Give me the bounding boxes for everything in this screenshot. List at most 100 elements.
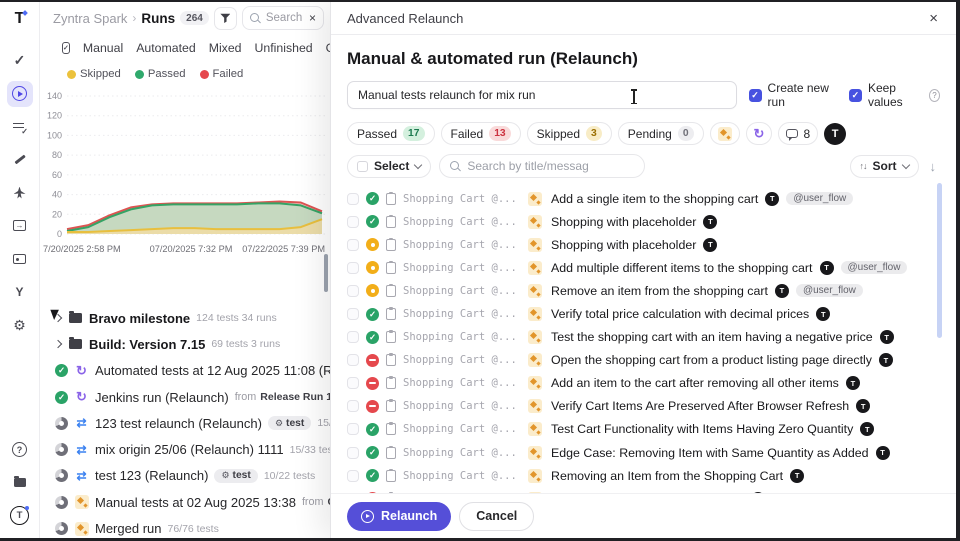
- clear-search-icon[interactable]: ×: [308, 11, 316, 25]
- row-checkbox[interactable]: [347, 331, 359, 344]
- manual-run-icon: [528, 376, 542, 391]
- test-row[interactable]: Shopping Cart @... Edge Case: Removing I…: [347, 441, 940, 464]
- brand-logo[interactable]: T: [14, 10, 25, 27]
- status-chip-count: 17: [403, 126, 425, 141]
- tab-item[interactable]: Automated: [136, 41, 196, 55]
- run-row[interactable]: ↻ ⇄ mix origin 25/06 (Relaunch) 1111 ⚙ 1…: [55, 436, 330, 462]
- manual-run-icon: [74, 521, 89, 536]
- test-row[interactable]: Shopping Cart @... Remove an item from t…: [347, 279, 940, 302]
- user-avatar[interactable]: T: [7, 503, 33, 529]
- edit-pencil-icon[interactable]: [7, 147, 33, 173]
- comments-filter-chip[interactable]: 8: [778, 122, 819, 145]
- run-row[interactable]: ↻ ⇄ Merged run ⚙ 76/76 tests: [55, 515, 330, 538]
- filter-button[interactable]: [213, 6, 237, 30]
- runs-nav-icon[interactable]: [6, 80, 33, 107]
- runs-search-input[interactable]: Search [C ×: [241, 6, 324, 30]
- run-row[interactable]: ↻ ⇄ test 123 (Relaunch) ⚙test 10/22 test…: [55, 463, 330, 489]
- select-dropdown[interactable]: Select: [347, 154, 432, 178]
- chevron-down-icon: [414, 160, 423, 169]
- row-checkbox[interactable]: [347, 238, 359, 251]
- breadcrumb-parent[interactable]: Zyntra Spark: [53, 10, 128, 26]
- test-row[interactable]: Shopping Cart @... Removing an Item from…: [347, 464, 940, 487]
- manual-filter-chip[interactable]: [709, 122, 740, 145]
- run-row[interactable]: ↻ ⇄ Manual tests at 02 Aug 2025 13:38 fr…: [55, 489, 330, 515]
- row-checkbox[interactable]: [347, 354, 359, 367]
- run-row[interactable]: ↻ ⇄ 123 test relaunch (Relaunch) ⚙test 1…: [55, 410, 330, 436]
- sort-dropdown[interactable]: ↑↓ Sort: [849, 154, 919, 178]
- test-row[interactable]: Shopping Cart @... Verify Cart Items Are…: [347, 395, 940, 418]
- test-row[interactable]: Shopping Cart @... Add a single item to …: [347, 187, 940, 210]
- run-row[interactable]: ↻ ⇄ Bravo milestone ⚙ 124 tests 34 runs: [55, 305, 330, 331]
- assignee-avatar: T: [878, 353, 893, 368]
- checkbox-checked-icon[interactable]: [748, 88, 762, 102]
- search-icon: [450, 160, 461, 172]
- option-checkbox[interactable]: Keep values ?: [848, 81, 940, 109]
- row-checkbox[interactable]: [347, 192, 359, 205]
- chevron-right-icon[interactable]: [55, 340, 63, 349]
- modal-title: Manual & automated run (Relaunch): [347, 49, 638, 68]
- modal-body: Manual & automated run (Relaunch) Create…: [331, 35, 956, 493]
- launch-icon[interactable]: [7, 180, 33, 206]
- test-row[interactable]: Shopping Cart @... Test the shopping car…: [347, 326, 940, 349]
- status-chip[interactable]: Passed 17: [347, 122, 435, 145]
- reports-icon[interactable]: [7, 246, 33, 272]
- select-runs-icon[interactable]: ✓: [62, 42, 70, 54]
- legend-item: Failed: [199, 68, 243, 80]
- assignee-avatar: T: [875, 445, 890, 460]
- run-row[interactable]: ↻ ⇄ Build: Version 7.15 ⚙ 69 tests 3 run…: [55, 331, 330, 357]
- assignee-avatar[interactable]: T: [824, 122, 847, 145]
- row-checkbox[interactable]: [347, 284, 359, 297]
- tab-item[interactable]: Manual: [82, 41, 124, 55]
- test-row[interactable]: Shopping Cart @... Open the shopping car…: [347, 349, 940, 372]
- test-row[interactable]: Shopping Cart @... Add an item to the ca…: [347, 372, 940, 395]
- row-checkbox[interactable]: [347, 377, 359, 390]
- sort-direction-icon[interactable]: ↓: [929, 158, 937, 174]
- test-row[interactable]: Shopping Cart @... Verify total price ca…: [347, 302, 940, 325]
- clipboard-icon: [386, 376, 396, 390]
- row-checkbox[interactable]: [347, 423, 359, 436]
- assignee-avatar: T: [790, 468, 805, 483]
- row-checkbox[interactable]: [347, 446, 359, 459]
- panel-scrollbar[interactable]: [324, 254, 328, 292]
- import-icon[interactable]: →: [7, 213, 33, 239]
- close-icon[interactable]: ×: [929, 9, 938, 27]
- row-checkbox[interactable]: [347, 308, 359, 321]
- status-chip[interactable]: Skipped 3: [526, 122, 612, 145]
- option-checkbox[interactable]: Create new run: [748, 81, 837, 109]
- test-tag: @user_flow: [840, 261, 908, 275]
- run-row[interactable]: ↻ ⇄ Automated tests at 12 Aug 2025 11:08…: [55, 358, 330, 384]
- help-icon[interactable]: ?: [7, 437, 33, 463]
- tab-item[interactable]: Unfinished: [254, 41, 313, 55]
- checkbox-checked-icon[interactable]: [848, 88, 862, 102]
- tab-item[interactable]: Mixed: [208, 41, 242, 55]
- test-row[interactable]: Shopping Cart @... Shopping with placeho…: [347, 210, 940, 233]
- help-circle-icon[interactable]: ?: [928, 88, 940, 102]
- test-row[interactable]: Shopping Cart @... Shopping with placeho…: [347, 233, 940, 256]
- test-row[interactable]: Shopping Cart @... Test Cart Functionali…: [347, 418, 940, 441]
- row-checkbox[interactable]: [347, 215, 359, 228]
- tests-search-input[interactable]: Search by title/messag: [439, 154, 646, 178]
- relaunch-button[interactable]: Relaunch: [347, 501, 452, 531]
- row-checkbox[interactable]: [347, 400, 359, 413]
- checklist-icon[interactable]: ✓: [13, 52, 26, 68]
- projects-folder-icon[interactable]: [7, 470, 33, 496]
- status-chip[interactable]: Failed 13: [440, 122, 521, 145]
- test-row[interactable]: Shopping Cart @... Add multiple differen…: [347, 256, 940, 279]
- status-chip[interactable]: Pending 0: [617, 122, 704, 145]
- test-suite-path: Shopping Cart @...: [403, 284, 517, 297]
- run-meta: 69 tests 3 runs: [211, 338, 281, 351]
- test-plans-icon[interactable]: [7, 114, 33, 140]
- run-name-input[interactable]: [347, 81, 737, 109]
- gear-icon: ⚙: [274, 417, 284, 428]
- test-row[interactable]: Shopping Cart @... Test Removing an Item…: [347, 487, 940, 493]
- row-checkbox[interactable]: [347, 261, 359, 274]
- integrations-branch-icon[interactable]: Y: [15, 284, 24, 299]
- settings-gear-icon[interactable]: ⚙: [13, 316, 26, 333]
- row-checkbox[interactable]: [347, 469, 359, 482]
- automated-filter-chip[interactable]: ↻: [745, 122, 773, 145]
- svg-text:07/22/2025 7:39 PM: 07/22/2025 7:39 PM: [242, 244, 325, 254]
- modal-scrollbar[interactable]: [937, 183, 942, 338]
- cancel-button[interactable]: Cancel: [459, 501, 535, 531]
- svg-text:80: 80: [52, 150, 62, 160]
